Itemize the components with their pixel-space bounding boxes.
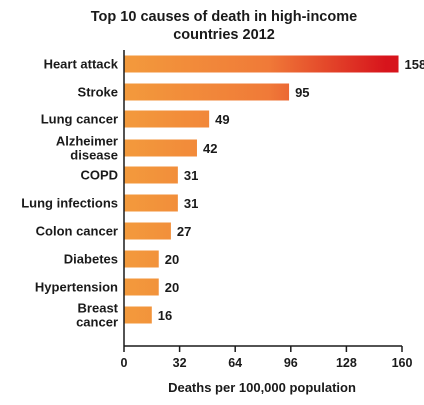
value-label-7: 20 [165, 252, 179, 267]
x-tick-label-2: 64 [228, 356, 242, 370]
bar-9 [124, 306, 152, 324]
category-label-6: Colon cancer [36, 224, 118, 239]
bar-5 [124, 194, 178, 212]
category-label-0: Heart attack [44, 57, 119, 72]
value-label-5: 31 [184, 196, 198, 211]
value-label-1: 95 [295, 85, 309, 100]
chart-title-line-1: Top 10 causes of death in high-income [91, 9, 357, 25]
value-label-8: 20 [165, 280, 179, 295]
category-label-7: Diabetes [64, 252, 118, 267]
bar-3 [124, 139, 197, 157]
bar-0 [124, 55, 399, 73]
value-label-6: 27 [177, 224, 191, 239]
category-label-5: Lung infections [21, 196, 118, 211]
x-axis-title: Deaths per 100,000 population [168, 380, 356, 395]
category-label-2: Lung cancer [41, 112, 118, 127]
x-tick-label-3: 96 [284, 356, 298, 370]
bars-layer: 158 Heart attack 95 Stroke 49 Lung cancer 42 Al… [21, 55, 424, 330]
x-tick-label-1: 32 [173, 356, 187, 370]
category-label-3-line-1: disease [70, 148, 118, 163]
x-tick-label-4: 128 [336, 356, 357, 370]
category-label-1: Stroke [78, 85, 118, 100]
category-label-9-line-1: cancer [76, 315, 118, 330]
bar-2 [124, 110, 210, 128]
bar-7 [124, 250, 159, 268]
x-tick-label-0: 0 [121, 356, 128, 370]
x-axis: 0 32 64 96 128 160 [121, 50, 413, 370]
value-label-3: 42 [203, 141, 217, 156]
bar-1 [124, 83, 290, 101]
bar-6 [124, 222, 171, 240]
value-label-4: 31 [184, 168, 198, 183]
category-label-4: COPD [80, 168, 118, 183]
value-label-2: 49 [215, 112, 229, 127]
category-label-3-line-0: Alzheimer [56, 134, 118, 149]
value-label-9: 16 [158, 308, 172, 323]
bar-8 [124, 278, 159, 296]
category-label-8: Hypertension [35, 280, 118, 295]
bar-4 [124, 166, 178, 184]
value-label-0: 158 [405, 57, 424, 72]
chart-title-line-2: countries 2012 [173, 27, 275, 43]
category-label-9-line-0: Breast [78, 301, 119, 316]
x-tick-label-5: 160 [392, 356, 413, 370]
